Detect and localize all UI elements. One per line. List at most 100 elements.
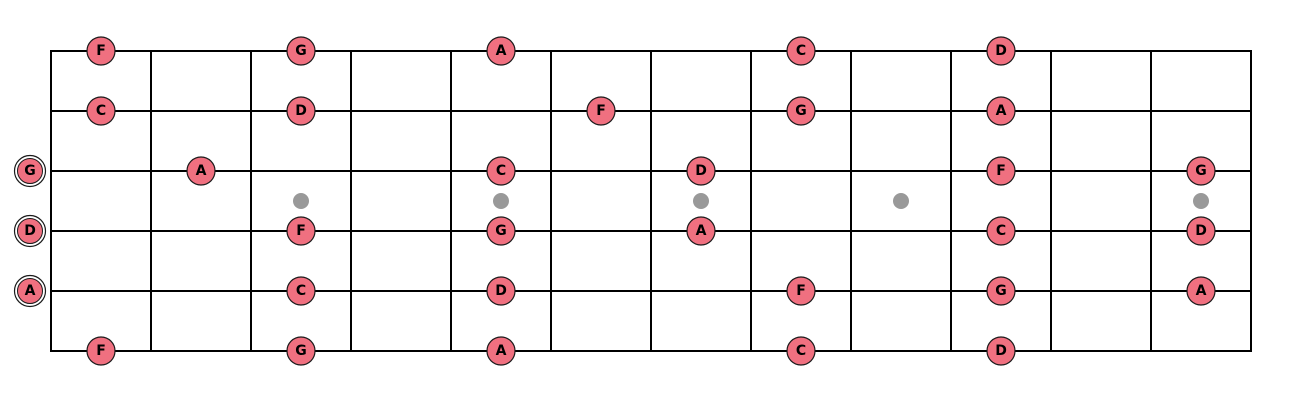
note-marker (86, 336, 116, 366)
note-label: D (995, 43, 1007, 59)
note-s5-f12: A (1186, 276, 1216, 306)
note-marker (1186, 216, 1216, 246)
note-s1-f8: C (786, 36, 816, 66)
note-marker (986, 216, 1016, 246)
note-marker (1186, 156, 1216, 186)
note-label: C (996, 223, 1006, 239)
note-label: G (795, 103, 807, 119)
note-marker (486, 216, 516, 246)
note-label: D (695, 163, 707, 179)
note-marker (186, 156, 216, 186)
open-note-string-4: D (13, 214, 47, 248)
note-s2-f10: A (986, 96, 1016, 126)
note-label: D (1195, 223, 1207, 239)
note-label: F (296, 223, 306, 239)
note-label: C (796, 43, 806, 59)
note-s4-f7: A (686, 216, 716, 246)
note-label: D (495, 283, 507, 299)
note-marker (586, 96, 616, 126)
note-marker (86, 96, 116, 126)
note-marker (986, 156, 1016, 186)
note-label: A (196, 163, 207, 179)
note-s3-f5: C (486, 156, 516, 186)
open-note-string-5: A (13, 274, 47, 308)
open-note-string-3: G (13, 154, 47, 188)
note-label: G (995, 283, 1007, 299)
inlay-dot-fret-7 (693, 193, 709, 209)
note-label: G (295, 43, 307, 59)
note-marker (986, 96, 1016, 126)
note-label: A (696, 223, 707, 239)
note-label: D (995, 343, 1007, 359)
note-marker (286, 96, 316, 126)
note-s6-f10: D (986, 336, 1016, 366)
inlay-dot-fret-12 (1193, 193, 1209, 209)
note-label: G (1195, 163, 1207, 179)
note-label: F (796, 283, 806, 299)
note-s4-f12: D (1186, 216, 1216, 246)
note-label: A (25, 283, 36, 299)
note-label: C (796, 343, 806, 359)
note-label: A (996, 103, 1007, 119)
note-s3-f2: A (186, 156, 216, 186)
note-label: D (24, 223, 36, 239)
note-label: A (496, 43, 507, 59)
note-marker (986, 276, 1016, 306)
note-label: D (295, 103, 307, 119)
note-label: G (495, 223, 507, 239)
note-marker (1186, 276, 1216, 306)
note-s3-f10: F (986, 156, 1016, 186)
note-label: F (96, 343, 106, 359)
note-marker (786, 336, 816, 366)
note-label: C (496, 163, 506, 179)
note-marker (686, 156, 716, 186)
note-marker (486, 36, 516, 66)
note-label: F (596, 103, 606, 119)
note-marker (986, 36, 1016, 66)
note-marker (486, 336, 516, 366)
note-label: G (24, 163, 36, 179)
note-s4-f3: F (286, 216, 316, 246)
note-s1-f3: G (286, 36, 316, 66)
note-marker (486, 276, 516, 306)
note-label: C (96, 103, 106, 119)
note-s2-f1: C (86, 96, 116, 126)
note-s5-f8: F (786, 276, 816, 306)
note-s5-f3: C (286, 276, 316, 306)
note-marker (286, 36, 316, 66)
note-s3-f12: G (1186, 156, 1216, 186)
note-s3-f7: D (686, 156, 716, 186)
note-s2-f8: G (786, 96, 816, 126)
note-marker (786, 36, 816, 66)
note-marker (786, 96, 816, 126)
note-s6-f1: F (86, 336, 116, 366)
note-s1-f1: F (86, 36, 116, 66)
fretboard-frame (50, 50, 1252, 352)
inlay-dot-fret-9 (893, 193, 909, 209)
note-s6-f5: A (486, 336, 516, 366)
note-marker (686, 216, 716, 246)
open-string-notes: G D A (13, 154, 47, 308)
note-s1-f5: A (486, 36, 516, 66)
note-marker (486, 156, 516, 186)
note-s5-f10: G (986, 276, 1016, 306)
note-label: G (295, 343, 307, 359)
note-s4-f5: G (486, 216, 516, 246)
note-s4-f10: C (986, 216, 1016, 246)
note-s6-f8: C (786, 336, 816, 366)
note-s2-f6: F (586, 96, 616, 126)
note-label: F (996, 163, 1006, 179)
inlay-dot-fret-3 (293, 193, 309, 209)
note-label: A (496, 343, 507, 359)
note-label: C (296, 283, 306, 299)
inlay-dot-fret-5 (493, 193, 509, 209)
note-label: A (1196, 283, 1207, 299)
note-marker (986, 336, 1016, 366)
note-marker (786, 276, 816, 306)
note-marker (286, 276, 316, 306)
note-s6-f3: G (286, 336, 316, 366)
note-s1-f10: D (986, 36, 1016, 66)
note-marker (17, 278, 43, 304)
note-marker (286, 336, 316, 366)
